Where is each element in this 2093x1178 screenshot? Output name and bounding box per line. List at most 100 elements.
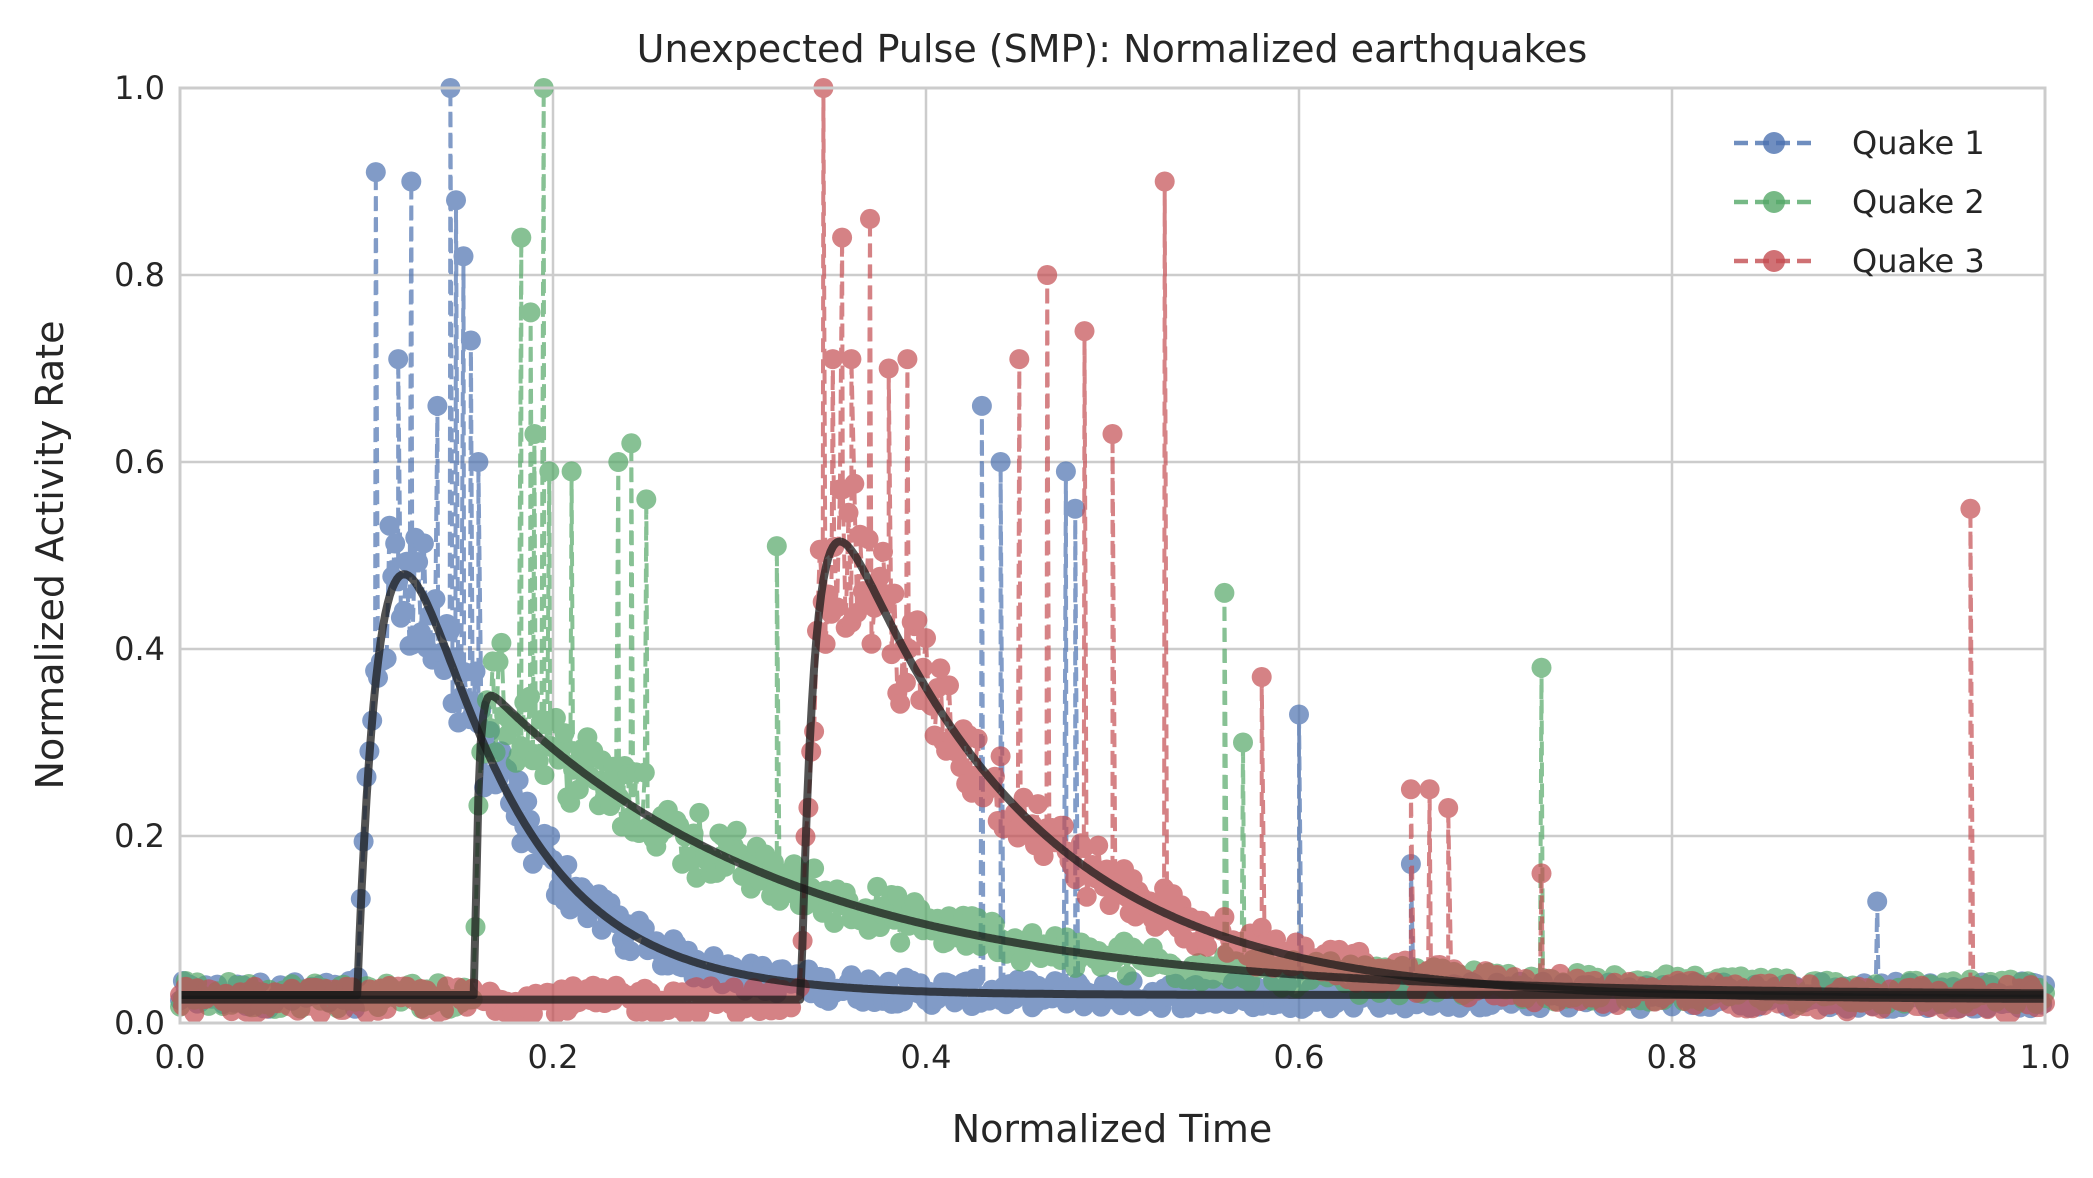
legend-label: Quake 1 xyxy=(1852,124,1985,162)
data-point xyxy=(620,941,641,962)
data-point xyxy=(545,707,566,728)
data-point xyxy=(554,723,575,744)
data-point xyxy=(413,533,434,554)
data-point xyxy=(907,610,928,631)
data-point xyxy=(916,628,936,649)
data-point xyxy=(385,533,406,554)
data-point xyxy=(723,977,744,998)
data-point xyxy=(1065,498,1086,519)
x-tick-label: 0.0 xyxy=(155,1038,206,1076)
data-point xyxy=(930,658,951,679)
data-point xyxy=(726,820,747,841)
data-point xyxy=(561,461,582,482)
data-point xyxy=(524,424,545,444)
x-tick-label: 0.2 xyxy=(528,1038,579,1076)
data-point xyxy=(411,622,431,643)
data-point xyxy=(1076,886,1097,907)
chart-title: Unexpected Pulse (SMP): Normalized earth… xyxy=(637,27,1588,71)
data-point xyxy=(964,968,985,989)
data-point xyxy=(517,791,538,812)
data-point xyxy=(890,693,911,714)
data-point xyxy=(621,433,642,454)
data-point xyxy=(841,349,862,370)
data-point xyxy=(1289,704,1309,725)
data-point xyxy=(310,1003,331,1024)
data-point xyxy=(488,651,509,672)
y-tick-label: 0.2 xyxy=(114,817,165,855)
data-point xyxy=(895,672,916,693)
data-point xyxy=(884,583,905,604)
data-point xyxy=(873,541,893,562)
data-point xyxy=(1438,798,1459,818)
data-point xyxy=(1867,891,1888,912)
data-point xyxy=(861,633,882,654)
data-point xyxy=(1037,265,1058,285)
data-point xyxy=(608,452,629,472)
data-point xyxy=(1074,321,1095,342)
data-point xyxy=(634,762,655,783)
data-point xyxy=(1214,582,1235,603)
data-point xyxy=(1102,424,1123,444)
data-point xyxy=(511,833,532,854)
data-point xyxy=(689,802,710,823)
data-point xyxy=(1419,779,1440,800)
data-point xyxy=(408,552,429,572)
y-tick-label: 0.8 xyxy=(114,256,165,294)
data-point xyxy=(460,330,481,351)
data-point xyxy=(766,536,787,557)
data-point xyxy=(1400,779,1421,800)
legend-marker xyxy=(1763,250,1785,272)
y-tick-label: 0.6 xyxy=(114,443,165,481)
y-tick-label: 1.0 xyxy=(114,69,165,107)
data-point xyxy=(844,473,865,494)
data-point xyxy=(893,991,913,1012)
data-point xyxy=(468,452,489,472)
fit-curve-2 xyxy=(178,691,2047,999)
data-point xyxy=(1531,657,1552,678)
data-point xyxy=(939,675,959,696)
data-point xyxy=(1154,171,1175,192)
data-point xyxy=(520,686,540,707)
data-point xyxy=(568,779,589,800)
data-point xyxy=(1027,794,1048,815)
legend-label: Quake 2 xyxy=(1852,183,1985,221)
x-tick-label: 1.0 xyxy=(2020,1038,2071,1076)
legend-item-3: Quake 3 xyxy=(1734,242,1985,280)
data-point xyxy=(841,965,862,986)
fit-curve-3 xyxy=(178,537,2047,1004)
data-point xyxy=(858,529,879,550)
x-tick-label: 0.4 xyxy=(901,1038,952,1076)
data-point xyxy=(1531,863,1552,884)
data-point xyxy=(534,765,555,785)
legend: Quake 1 Quake 2 Quake 3 xyxy=(1734,124,1985,280)
data-point xyxy=(636,489,657,510)
y-axis-label: Normalized Activity Rate xyxy=(28,321,72,790)
data-point xyxy=(508,770,529,791)
plot-area xyxy=(170,78,2055,1024)
data-point xyxy=(465,661,486,682)
data-point xyxy=(1116,965,1137,986)
data-point xyxy=(967,728,988,749)
data-point xyxy=(1214,907,1235,927)
data-point xyxy=(511,227,532,248)
data-point xyxy=(379,515,400,536)
data-point xyxy=(971,395,992,416)
data-point xyxy=(990,746,1011,767)
data-point xyxy=(832,227,853,248)
legend-item-1: Quake 1 xyxy=(1734,124,1985,162)
data-point xyxy=(838,502,859,523)
data-point xyxy=(824,912,845,933)
data-point xyxy=(393,600,414,621)
data-point xyxy=(870,566,891,587)
data-point xyxy=(520,302,541,323)
x-axis-label: Normalized Time xyxy=(952,1107,1273,1151)
data-point xyxy=(1400,854,1421,874)
data-point xyxy=(890,932,911,953)
data-point xyxy=(1233,732,1253,753)
data-point xyxy=(1009,349,1030,370)
data-point xyxy=(1197,936,1218,957)
axes-frame xyxy=(178,86,2047,1025)
data-point xyxy=(427,395,448,416)
x-tick-label: 0.8 xyxy=(1647,1038,1698,1076)
data-point xyxy=(453,246,474,267)
